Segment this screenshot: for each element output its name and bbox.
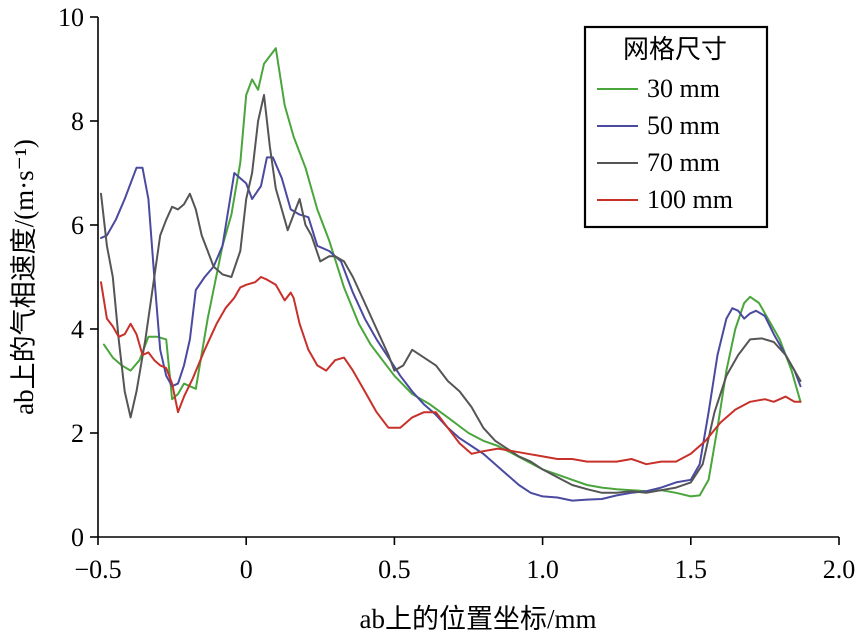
x-tick-label: 0 xyxy=(240,555,253,584)
axes-layer: −0.5 0 0.5 1.0 1.5 2.0 0 2 4 6 8 10 xyxy=(58,3,855,584)
y-tick-label: 4 xyxy=(71,315,84,344)
x-tick-label: 0.5 xyxy=(378,555,411,584)
x-tick-label: 1.0 xyxy=(526,555,559,584)
y-tick-label: 0 xyxy=(71,523,84,552)
series-layer xyxy=(100,47,802,502)
legend-entries: 30 mm 50 mm 70 mm 100 mm xyxy=(597,74,733,214)
y-tick-label: 6 xyxy=(71,211,84,240)
y-tick-label: 10 xyxy=(58,3,84,32)
y-tick-label: 2 xyxy=(71,419,84,448)
legend-title: 网格尺寸 xyxy=(623,35,727,65)
legend-label: 50 mm xyxy=(647,111,720,140)
x-tick-label: 1.5 xyxy=(675,555,708,584)
y-axis-label: ab上的气相速度/(m·s⁻¹) xyxy=(9,139,39,415)
legend-label: 70 mm xyxy=(647,148,720,177)
legend-label: 30 mm xyxy=(647,74,720,103)
x-tick-label: 2.0 xyxy=(823,555,856,584)
x-axis-label: ab上的位置坐标/mm xyxy=(360,604,597,634)
x-tick-label: −0.5 xyxy=(74,555,121,584)
series-line-30-mm xyxy=(102,47,802,498)
series-line-100-mm xyxy=(100,276,802,466)
y-tick-label: 8 xyxy=(71,107,84,136)
legend-label: 100 mm xyxy=(647,185,733,214)
series-line-70-mm xyxy=(100,94,802,494)
legend: 网格尺寸 30 mm 50 mm 70 mm 100 mm xyxy=(583,25,769,229)
